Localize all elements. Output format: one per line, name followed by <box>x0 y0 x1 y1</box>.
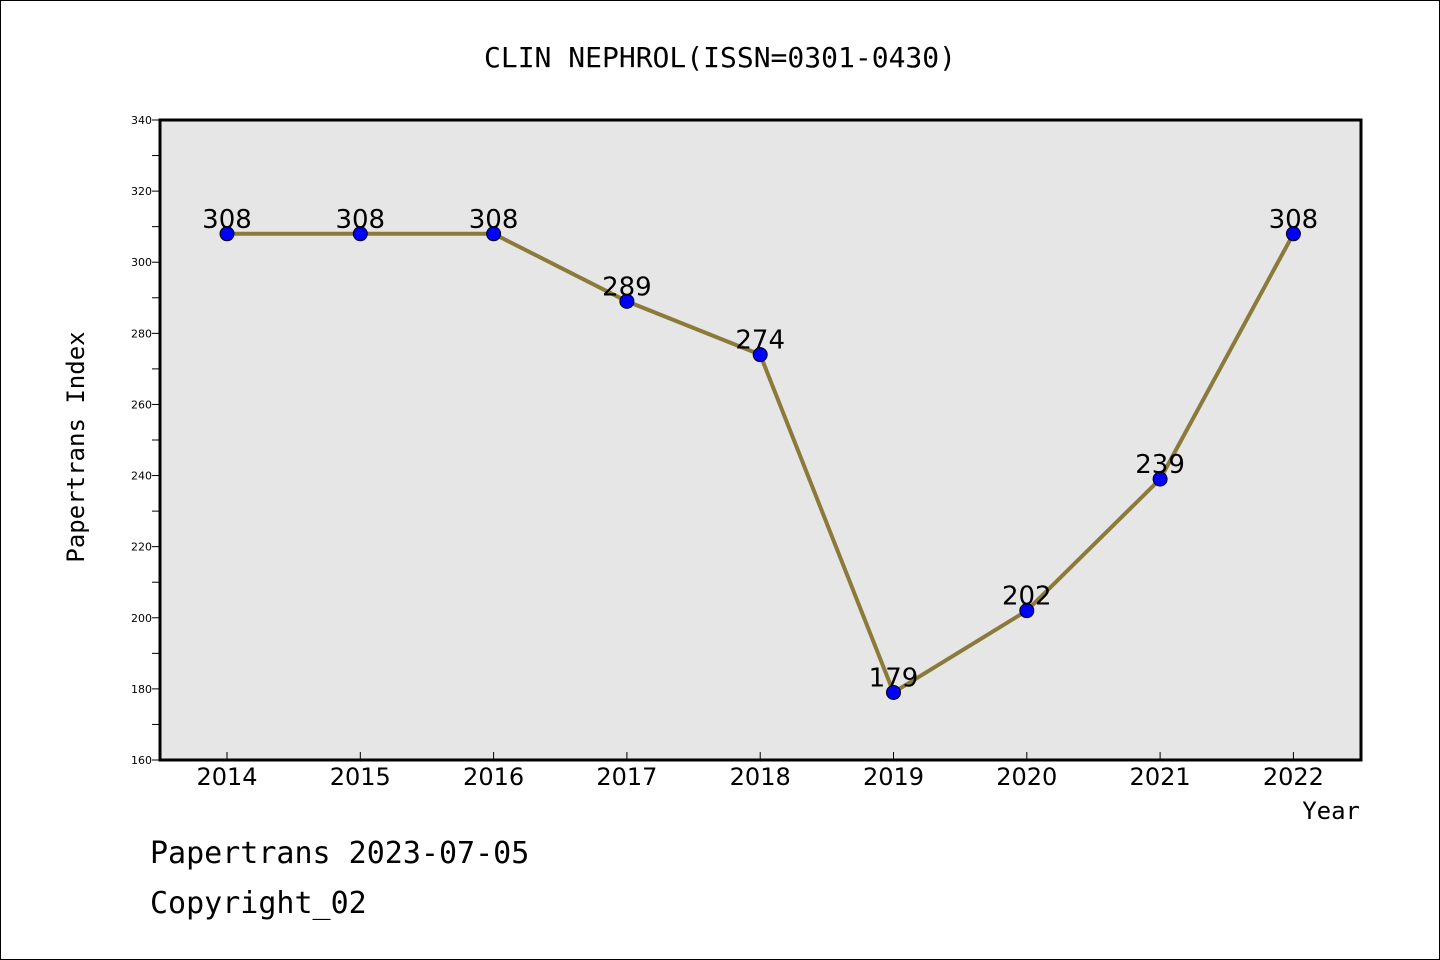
y-tick-label: 180 <box>131 683 152 696</box>
data-label: 202 <box>1002 582 1052 612</box>
y-tick-label: 160 <box>131 754 152 767</box>
data-label: 308 <box>469 205 519 235</box>
x-tick-label: 2015 <box>330 763 391 791</box>
data-label: 289 <box>602 272 652 302</box>
data-point <box>619 293 635 309</box>
series-layer <box>219 226 1301 700</box>
y-tick-label: 300 <box>131 256 152 269</box>
y-tick-label: 200 <box>131 612 152 625</box>
data-labels: 308 308 308 289 274 179 202 239 308 <box>202 205 1318 694</box>
y-tick-label: 340 <box>131 114 152 127</box>
x-tick-label: 2022 <box>1263 763 1324 791</box>
y-tick-label: 260 <box>131 398 152 411</box>
x-tick-label: 2020 <box>996 763 1057 791</box>
data-label: 239 <box>1135 450 1185 480</box>
data-label: 308 <box>202 205 252 235</box>
y-tick-label: 280 <box>131 327 152 340</box>
chart-title: CLIN NEPHROL(ISSN=0301-0430) <box>484 41 956 74</box>
data-label: 308 <box>335 205 385 235</box>
data-point <box>1285 226 1301 242</box>
footer-stamp: Papertrans 2023-07-05 <box>150 836 529 871</box>
data-label: 274 <box>735 326 785 356</box>
x-tick-label: 2016 <box>463 763 524 791</box>
y-axis-label: Papertrans Index <box>62 331 90 562</box>
y-tick-label: 240 <box>131 470 152 483</box>
y-tick-label: 220 <box>131 541 152 554</box>
data-point <box>886 684 901 700</box>
data-label: 179 <box>869 663 919 693</box>
x-tick-label: 2017 <box>596 763 657 791</box>
data-point <box>486 226 502 242</box>
data-point <box>219 226 235 242</box>
data-label: 308 <box>1269 205 1319 235</box>
data-point <box>1019 603 1035 619</box>
x-axis: 2014 2015 2016 2017 2018 2019 2020 2021 2022 <box>196 752 1324 791</box>
x-axis-label: Year <box>1302 797 1360 825</box>
data-point <box>752 347 768 363</box>
x-tick-label: 2014 <box>196 763 257 791</box>
x-tick-label: 2018 <box>730 763 791 791</box>
y-axis: 160 180 200 220 240 260 280 300 320 340 <box>131 114 160 767</box>
x-tick-label: 2021 <box>1130 763 1191 791</box>
footer-copyright: Copyright_02 <box>150 886 367 921</box>
data-point <box>1152 471 1168 487</box>
y-tick-label: 320 <box>131 185 152 198</box>
data-point <box>352 226 368 242</box>
x-tick-label: 2019 <box>863 763 924 791</box>
